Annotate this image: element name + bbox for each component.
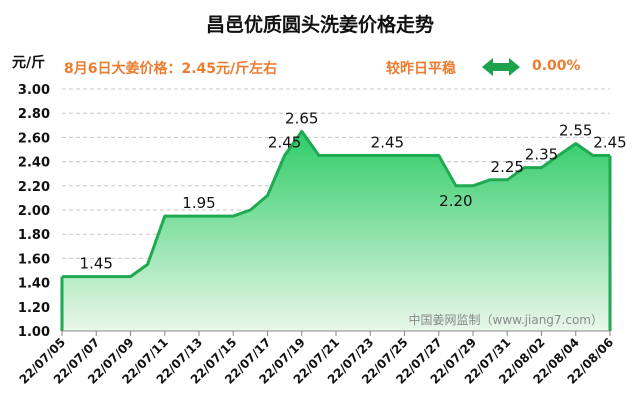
area-fill: [62, 131, 610, 331]
y-tick-label: 1.00: [18, 325, 50, 340]
y-tick-label: 2.80: [18, 107, 50, 122]
data-label: 2.35: [525, 146, 558, 164]
area-series: [60, 129, 612, 331]
compare-label: 较昨日平稳: [386, 61, 456, 77]
y-tick-label: 2.60: [18, 131, 50, 146]
data-label: 2.45: [268, 134, 301, 152]
y-axis-unit-label: 元/斤: [12, 55, 46, 71]
y-tick-label: 2.40: [18, 156, 50, 171]
data-label: 2.55: [559, 121, 592, 139]
data-label: 2.65: [285, 109, 318, 127]
y-tick-label: 1.40: [18, 277, 50, 292]
data-label: 2.45: [593, 134, 626, 152]
data-label: 1.45: [80, 255, 113, 273]
y-tick-label: 1.60: [18, 252, 50, 267]
price-note: 8月6日大姜价格：2.45元/斤左右: [64, 61, 278, 77]
y-tick-label: 1.80: [18, 228, 50, 243]
data-label: 1.95: [182, 194, 215, 212]
double-arrow-icon: [482, 58, 520, 76]
y-tick-label: 2.00: [18, 204, 50, 219]
data-label: 2.45: [371, 134, 404, 152]
data-label: 2.20: [439, 192, 472, 210]
series-line: [62, 129, 610, 279]
y-tick-label: 2.20: [18, 180, 50, 195]
watermark: 中国姜网监制（www.jiang7.com）: [409, 312, 603, 327]
y-tick-label: 3.00: [18, 83, 50, 98]
data-label: 2.25: [491, 158, 524, 176]
chart-title: 昌邑优质圆头洗姜价格走势: [205, 14, 434, 36]
data-labels: 1.451.952.452.652.452.202.252.352.552.45: [80, 109, 627, 272]
compare-value: 0.00%: [532, 58, 581, 74]
y-tick-label: 1.20: [18, 301, 50, 316]
